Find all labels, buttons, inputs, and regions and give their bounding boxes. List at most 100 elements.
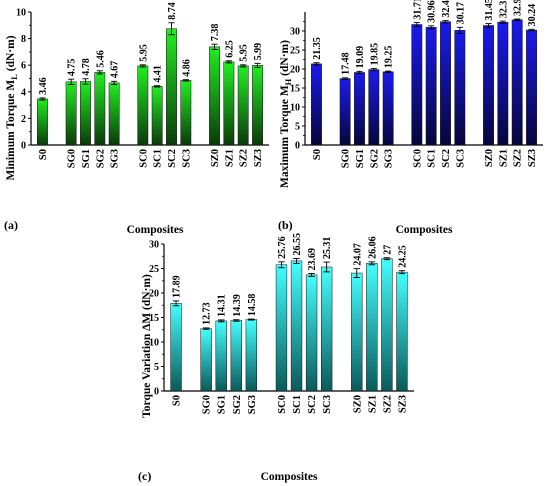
chart-c-ytick-label: 25 [149,264,159,275]
chart-c-bar [396,271,408,392]
chart-b-data-label: 31.45 [484,0,495,21]
chart-b-bar [368,69,380,146]
chart-c-category-label: SC0 [277,395,288,414]
chart-a-data-label: 5.95 [138,44,149,62]
chart-c-bar [215,320,227,392]
chart-a-bar [252,65,263,146]
chart-b-category-label: SG3 [384,149,395,168]
chart-b-data-label: 32.43 [441,0,452,18]
chart-a-bar [151,86,163,146]
chart-a-marks: 0 2 4 6 8 10 3.46 S0 4.75 SG0 4.78 SG1 5.46 SG2 4.67 SG… [16,2,269,168]
chart-c-category-label: SG3 [247,395,258,414]
chart-a-bar [37,98,48,146]
chart-a-category-label: SC1 [153,149,164,168]
chart-c-ytick-label: 15 [149,313,159,324]
chart-a-ytick-label: 4 [21,87,26,98]
chart-b-data-label: 32.95 [513,0,524,16]
chart-b-ytick-label: 20 [290,65,300,76]
chart-c-data-label: 17.89 [172,275,183,298]
chart-b-bar [497,21,509,146]
chart-b-ytick-label: 0 [295,141,300,152]
chart-c-category-label: SZ3 [397,395,408,413]
chart-a-category-label: SZ3 [253,149,264,167]
chart-c-category-label: S0 [172,395,183,406]
chart-a-bar [180,80,192,146]
chart-a-bar [137,65,149,146]
chart-c-ylabel: Torque Variation ΔM (dN·m) [141,274,153,418]
chart-b-bar [354,72,365,146]
chart-c-bar [170,303,182,392]
chart-b-bar [440,21,451,146]
chart-a-bar [223,61,235,146]
chart-c-data-label: 23.69 [307,248,318,271]
chart-a-bar [108,82,120,146]
chart-c-category-label: SZ0 [352,395,363,413]
chart-a-bar [166,28,177,146]
chart-a-bar [94,72,106,146]
chart-b-category-label: SC0 [412,149,423,168]
chart-b-bar [411,24,423,146]
chart-a-category-label: SG2 [95,149,106,168]
chart-b-category-label: SZ2 [513,149,524,167]
chart-a-data-label: 3.46 [38,77,49,95]
chart-a-data-label: 5.95 [239,44,250,62]
chart-c-ytick-label: 10 [149,338,159,349]
chart-b-category-label: SC2 [441,149,452,168]
chart-c-data-label: 26.06 [367,236,378,259]
chart-b-data-label: 30.96 [427,0,438,23]
chart-a-data-label: 4.67 [110,61,121,79]
chart-b-bar [339,78,351,146]
chart-b-data-label: 19.25 [384,46,395,69]
chart-b-data-label: 21.35 [312,37,323,60]
chart-a-ytick-label: 2 [21,114,26,125]
chart-a-bar [209,46,220,146]
chart-a-category-label: SZ2 [239,149,250,167]
chart-a-data-label: 8.74 [167,2,178,20]
chart-c-category-label: SG2 [232,395,243,414]
chart-b-bar [526,29,537,146]
chart-a-ylabel: Minimum Torque ML (dN·m) [5,35,19,180]
chart-c-category-label: SC3 [322,395,333,414]
chart-a-bar [80,81,91,146]
chart-c-bar [320,266,333,392]
chart-c-category-label: SG0 [202,395,213,414]
chart-b-ytick-label: 5 [295,122,300,133]
chart-b-category-label: SC1 [427,149,438,168]
chart-c-data-label: 26.55 [292,233,303,256]
chart-a-category-label: SC2 [167,149,178,168]
chart-c-data-label: 24.07 [352,243,363,266]
chart-c-bar [381,258,393,392]
chart-c-category-label: SZ1 [367,395,378,413]
chart-b-bar [425,27,437,146]
chart-b-xlabel: Composites [396,224,453,236]
chart-a-category-label: SZ0 [210,149,221,167]
chart-c-bar [290,260,303,392]
chart-b-data-label: 30.24 [527,4,538,27]
chart-b-marks: 0 5 10 15 20 25 30 21.35 S0 17.48 SG0 19.09 SG1 19.85… [290,0,543,168]
chart-b: 0 5 10 15 20 25 30 21.35 S0 17.48 SG0 19.09 SG1 19.85… [278,0,543,236]
chart-c-data-label: 24.25 [397,245,408,268]
chart-b-bar [511,19,523,146]
chart-c-bar [200,328,212,392]
chart-c-data-label: 25.76 [277,236,288,259]
chart-c-data-label: 14.39 [232,294,243,317]
chart-c-data-label: 14.31 [217,294,228,317]
chart-c-data-label: 14.58 [247,294,258,317]
chart-c-data-label: 27 [382,245,393,255]
chart-c-bar [366,263,378,392]
chart-a-category-label: SC3 [181,149,192,168]
chart-c-ytick-label: 30 [149,240,159,251]
chart-b-ytick-label: 15 [290,84,300,95]
chart-c-bar [275,264,288,392]
chart-b-ytick-label: 30 [290,27,300,38]
chart-a-bar [65,81,77,146]
chart-a-xlabel: Composites [127,224,184,236]
chart-b-ylabel-main: Maximum Torque M [279,85,291,188]
chart-c-ytick-label: 5 [154,362,159,373]
chart-a-category-label: SG3 [110,149,121,168]
chart-a-data-label: 6.25 [224,40,235,58]
chart-a-category-label: S0 [38,149,49,160]
chart-a-bar [237,65,249,146]
chart-a-ylabel-main: Minimum Torque M [5,80,17,181]
chart-a-ylabel-sub: L [9,74,19,80]
